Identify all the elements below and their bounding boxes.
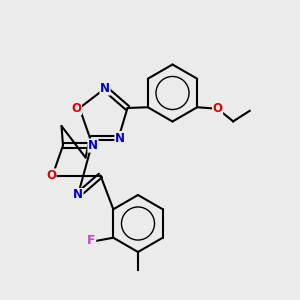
Text: N: N <box>88 139 98 152</box>
Text: O: O <box>213 102 223 115</box>
Text: O: O <box>46 169 56 182</box>
Text: N: N <box>73 188 83 202</box>
Text: N: N <box>100 82 110 95</box>
Text: O: O <box>71 101 82 115</box>
Text: F: F <box>87 234 96 247</box>
Text: N: N <box>115 131 125 145</box>
